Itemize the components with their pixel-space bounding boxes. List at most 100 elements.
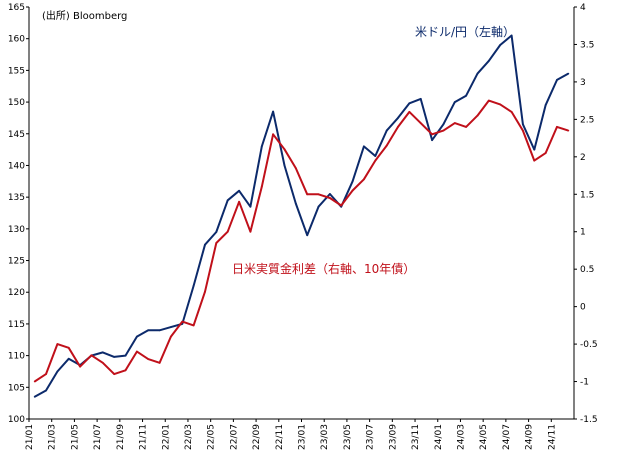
data-point-real-rate-gap [181, 320, 184, 323]
left-tick-label: 145 [8, 130, 25, 140]
data-point-usdjpy [56, 370, 59, 373]
data-point-usdjpy [329, 193, 331, 195]
x-tick-label: 22/11 [275, 424, 285, 450]
data-point-usdjpy [215, 231, 218, 233]
x-tick-label: 23/01 [298, 424, 308, 450]
data-point-real-rate-gap [101, 361, 104, 364]
left-tick-label: 135 [8, 193, 25, 203]
data-point-usdjpy [522, 123, 524, 126]
data-point-real-rate-gap [147, 358, 150, 360]
data-point-real-rate-gap [272, 133, 274, 136]
source-note: (出所) Bloomberg [42, 9, 127, 22]
data-point-usdjpy [249, 205, 252, 208]
data-point-usdjpy [499, 44, 502, 46]
data-point-real-rate-gap [465, 126, 467, 128]
left-tick-label: 150 [8, 98, 25, 108]
data-point-usdjpy [204, 243, 206, 246]
data-point-real-rate-gap [283, 148, 286, 151]
data-point-real-rate-gap [442, 129, 445, 132]
data-point-real-rate-gap [533, 159, 536, 162]
x-tick-label: 21/05 [70, 424, 80, 450]
left-tick-label: 110 [8, 352, 25, 362]
data-point-real-rate-gap [170, 335, 172, 338]
right-tick-label: -1 [580, 378, 589, 388]
data-point-usdjpy [260, 145, 263, 148]
x-tick-label: 21/03 [48, 424, 58, 450]
data-point-usdjpy [67, 357, 70, 360]
data-point-usdjpy [294, 202, 297, 205]
data-point-real-rate-gap [374, 159, 377, 162]
data-point-usdjpy [306, 234, 309, 237]
data-point-real-rate-gap [329, 197, 331, 199]
left-tick-label: 100 [8, 415, 25, 425]
x-tick-label: 22/03 [184, 424, 194, 450]
data-point-usdjpy [33, 395, 36, 398]
data-point-usdjpy [192, 285, 195, 287]
series-line-real-rate-gap [34, 99, 569, 383]
x-tick-label: 24/07 [502, 424, 512, 450]
annotation-usdjpy: 米ドル/円（左軸） [415, 24, 515, 39]
data-point-usdjpy [124, 354, 127, 357]
x-tick-label: 21/07 [93, 424, 103, 450]
data-point-real-rate-gap [294, 167, 297, 170]
data-point-real-rate-gap [397, 126, 399, 128]
data-point-real-rate-gap [487, 99, 490, 102]
data-point-usdjpy [476, 72, 479, 75]
left-tick-label: 120 [8, 288, 25, 298]
data-point-usdjpy [465, 94, 467, 97]
data-point-usdjpy [226, 199, 229, 202]
data-point-real-rate-gap [204, 290, 206, 293]
data-point-usdjpy [544, 104, 547, 107]
data-point-real-rate-gap [340, 204, 343, 207]
left-tick-label: 160 [8, 35, 25, 45]
right-tick-label: 1 [580, 228, 586, 238]
data-point-real-rate-gap [56, 343, 59, 345]
data-point-usdjpy [431, 139, 433, 142]
data-point-usdjpy [170, 326, 172, 328]
right-tick-label: -1.5 [580, 415, 598, 425]
left-tick-label: 155 [8, 66, 25, 76]
data-point-real-rate-gap [249, 230, 252, 233]
data-point-usdjpy [419, 98, 422, 100]
data-point-usdjpy [510, 34, 513, 37]
data-point-real-rate-gap [136, 350, 138, 353]
data-point-real-rate-gap [499, 103, 502, 106]
data-point-real-rate-gap [567, 129, 570, 132]
x-tick-label: 22/07 [229, 424, 239, 450]
data-point-real-rate-gap [226, 230, 229, 233]
right-tick-label: 3.5 [580, 40, 594, 50]
x-tick-label: 24/09 [525, 424, 535, 450]
data-point-usdjpy [101, 351, 104, 354]
left-tick-label: 125 [8, 257, 25, 267]
data-point-usdjpy [238, 189, 241, 192]
data-point-usdjpy [317, 205, 320, 208]
data-point-real-rate-gap [45, 373, 47, 375]
data-point-real-rate-gap [215, 242, 218, 244]
data-point-real-rate-gap [158, 361, 161, 364]
x-tick-label: 22/09 [252, 424, 262, 450]
data-point-usdjpy [45, 389, 47, 392]
data-point-real-rate-gap [306, 193, 309, 196]
data-point-real-rate-gap [317, 193, 320, 196]
data-point-real-rate-gap [238, 200, 241, 203]
data-point-usdjpy [397, 117, 399, 119]
data-point-usdjpy [374, 155, 377, 157]
left-tick-label: 105 [8, 383, 25, 393]
data-point-usdjpy [136, 335, 138, 338]
data-point-usdjpy [487, 60, 490, 62]
x-tick-label: 23/03 [320, 424, 330, 450]
right-tick-label: 4 [580, 3, 586, 13]
data-point-usdjpy [158, 329, 161, 332]
x-tick-label: 21/11 [139, 424, 149, 450]
x-tick-label: 22/01 [161, 424, 171, 450]
right-tick-label: 0 [580, 303, 586, 313]
data-point-real-rate-gap [260, 185, 263, 188]
data-point-usdjpy [363, 145, 365, 148]
right-tick-label: 0.5 [580, 265, 594, 275]
data-point-real-rate-gap [33, 380, 36, 383]
left-tick-label: 130 [8, 225, 25, 235]
series-group [33, 34, 570, 398]
data-point-real-rate-gap [113, 373, 116, 375]
data-point-usdjpy [442, 123, 445, 126]
data-point-usdjpy [556, 79, 558, 81]
